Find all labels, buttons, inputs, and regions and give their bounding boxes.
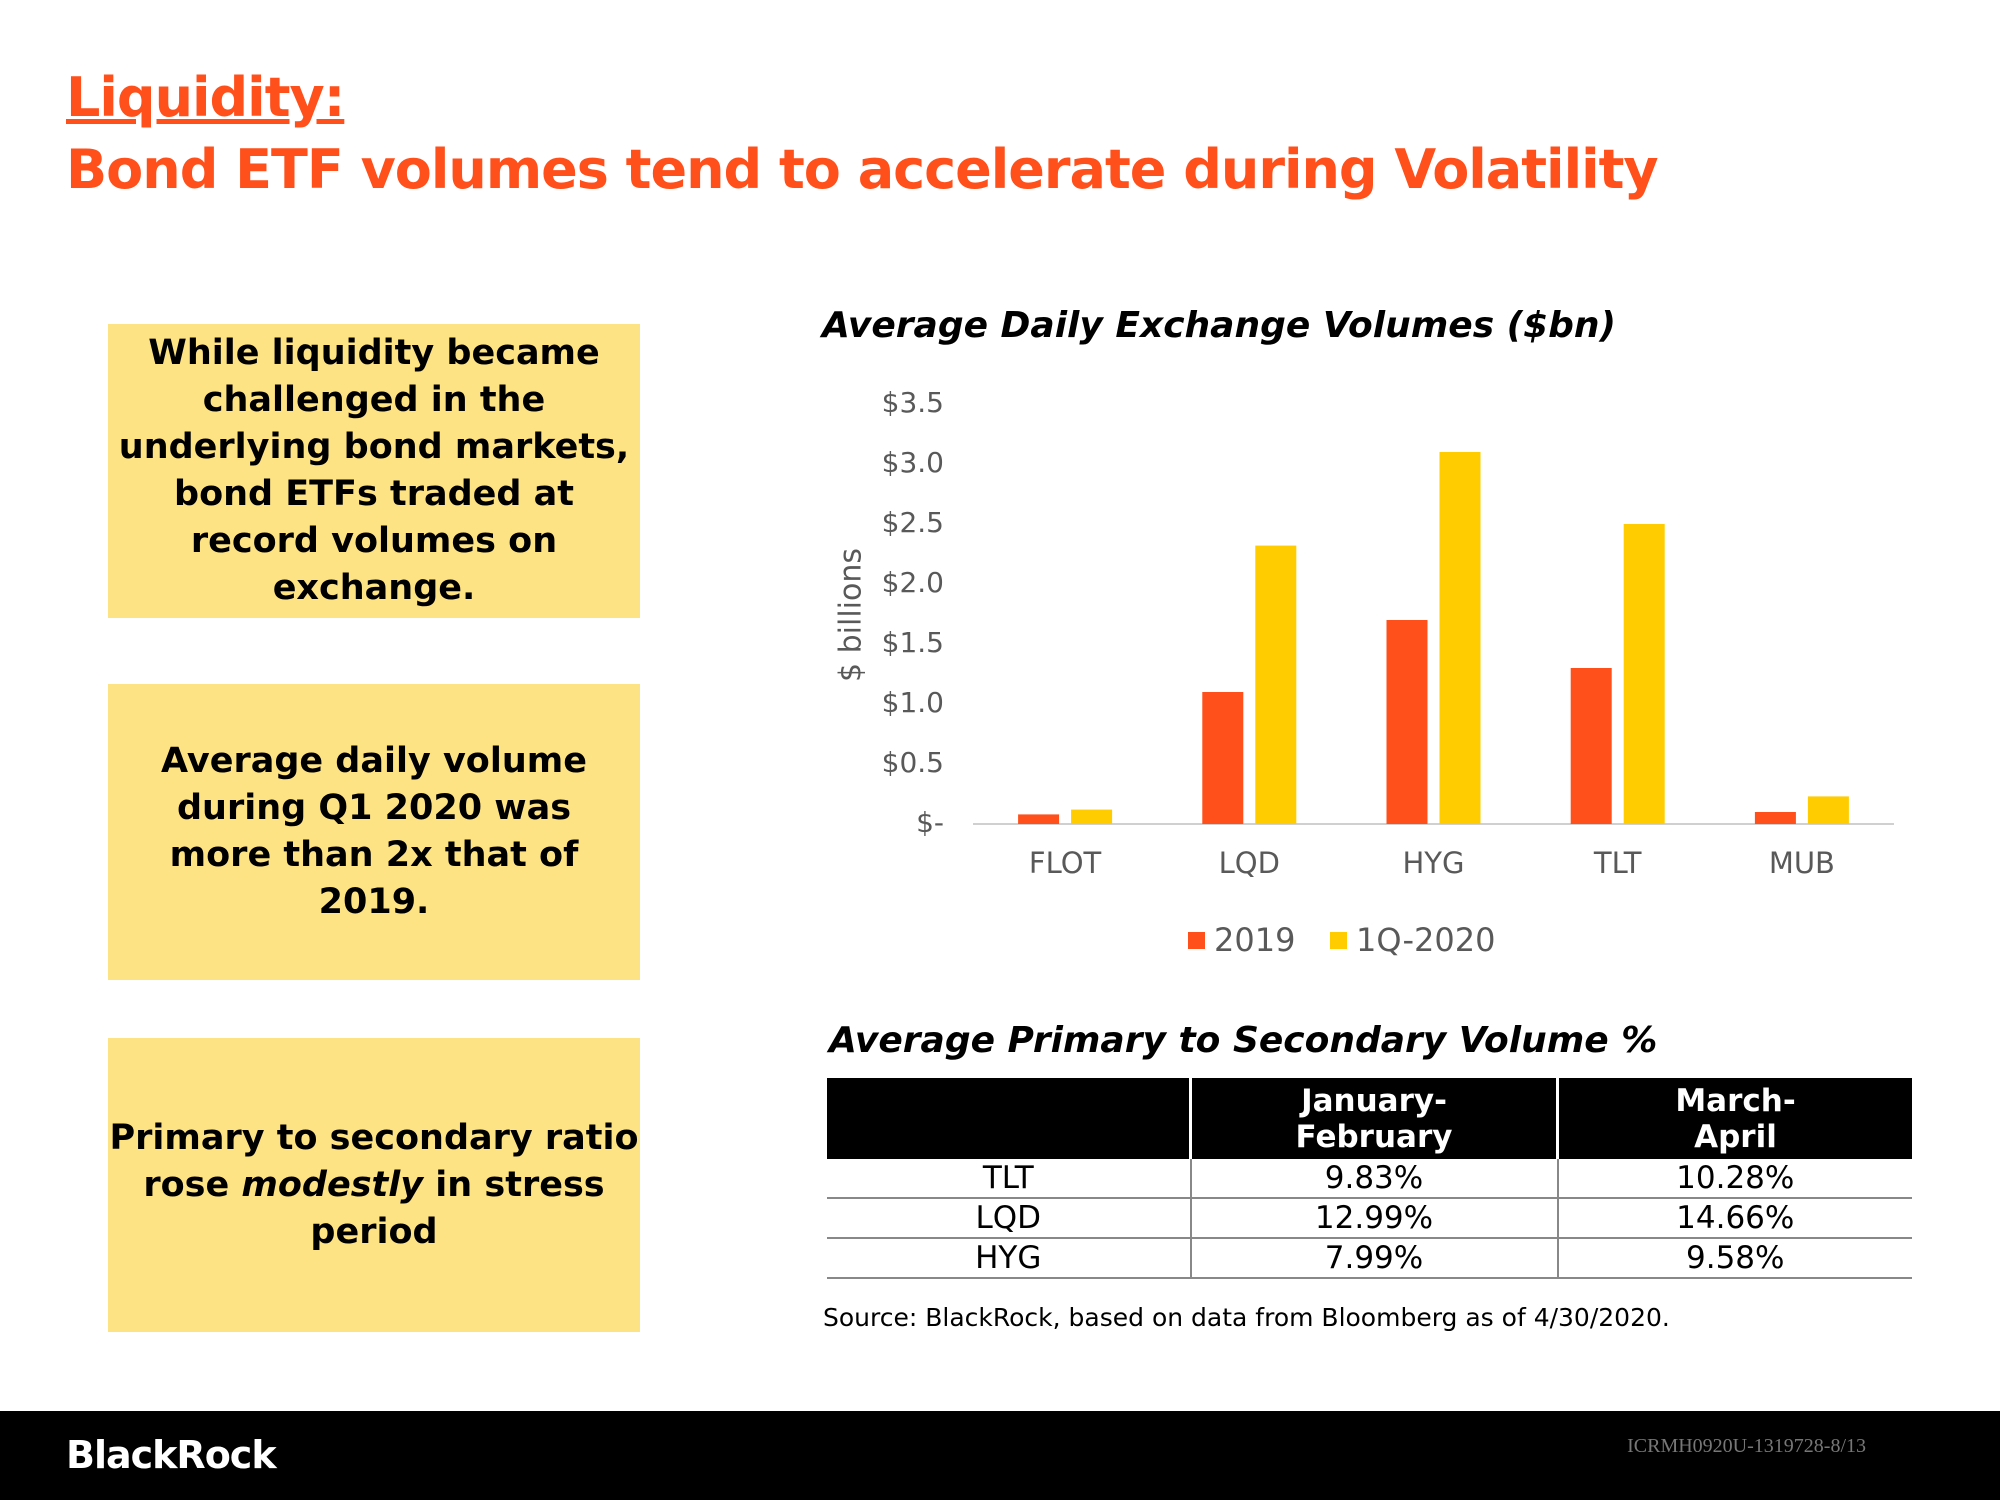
bar bbox=[1018, 814, 1060, 824]
bar bbox=[1570, 668, 1612, 824]
legend-label: 2019 bbox=[1214, 921, 1295, 959]
table-header: January-February March-April bbox=[827, 1078, 1912, 1159]
table-title: Average Primary to Secondary Volume % bbox=[829, 1020, 1658, 1061]
footer: BlackRock ICRMH0920U-1319728-8/13 bbox=[0, 1411, 2000, 1500]
cell: 12.99% bbox=[1189, 1198, 1558, 1239]
callout-text: While liquidity became challenged in the… bbox=[118, 333, 630, 608]
cell: 10.28% bbox=[1556, 1159, 1912, 1199]
y-tick-label: $0.5 bbox=[882, 746, 944, 779]
callout-text: Primary to secondary ratio rose modestly… bbox=[108, 1115, 640, 1256]
cell: HYG bbox=[827, 1238, 1191, 1279]
y-tick-label: $- bbox=[916, 806, 944, 839]
callout-text: Average daily volume during Q1 2020 was … bbox=[161, 741, 587, 922]
bar bbox=[1255, 545, 1297, 824]
header-cell: January-February bbox=[1189, 1078, 1558, 1159]
header-text: March-April bbox=[1675, 1082, 1796, 1155]
callout: Average daily volume during Q1 2020 was … bbox=[108, 684, 640, 980]
doc-code: ICRMH0920U-1319728-8/13 bbox=[1627, 1435, 1866, 1457]
legend-swatch bbox=[1188, 932, 1205, 949]
cell: LQD bbox=[827, 1198, 1191, 1239]
table-row: HYG 7.99% 9.58% bbox=[827, 1238, 1912, 1279]
callout: Primary to secondary ratio rose modestly… bbox=[108, 1038, 640, 1332]
cell: TLT bbox=[827, 1159, 1191, 1199]
chart: Average Daily Exchange Volumes ($bn) $ b… bbox=[819, 305, 1894, 959]
cell: 9.58% bbox=[1556, 1238, 1912, 1279]
y-tick-label: $1.5 bbox=[882, 626, 944, 659]
header-cell bbox=[827, 1078, 1191, 1159]
bar bbox=[1386, 620, 1428, 824]
cell: 14.66% bbox=[1556, 1198, 1912, 1239]
legend-label: 1Q-2020 bbox=[1356, 921, 1495, 959]
table-row: TLT 9.83% 10.28% bbox=[827, 1159, 1912, 1199]
y-tick-label: $2.5 bbox=[882, 506, 944, 539]
y-tick-label: $3.5 bbox=[882, 386, 944, 419]
bar bbox=[1439, 452, 1481, 824]
title-line2: Bond ETF volumes tend to accelerate duri… bbox=[66, 138, 1659, 201]
legend-swatch bbox=[1330, 932, 1347, 949]
bar bbox=[1623, 524, 1665, 824]
x-tick-label: MUB bbox=[1769, 846, 1835, 880]
table-row: LQD 12.99% 14.66% bbox=[827, 1198, 1912, 1239]
y-tick-label: $2.0 bbox=[882, 566, 944, 599]
cell: 7.99% bbox=[1189, 1238, 1558, 1279]
title-line1: Liquidity: bbox=[66, 66, 345, 129]
bar bbox=[1807, 796, 1849, 824]
y-tick-label: $3.0 bbox=[882, 446, 944, 479]
header-text: January-February bbox=[1295, 1082, 1453, 1155]
callout-text: Primary to secondary ratio rose bbox=[109, 1117, 639, 1205]
source: Source: BlackRock, based on data from Bl… bbox=[823, 1303, 1670, 1332]
y-tick-label: $1.0 bbox=[882, 686, 944, 719]
x-tick-label: LQD bbox=[1219, 846, 1280, 880]
brand: BlackRock bbox=[66, 1433, 277, 1477]
chart-title: Average Daily Exchange Volumes ($bn) bbox=[819, 305, 1616, 346]
x-tick-label: HYG bbox=[1403, 846, 1465, 880]
y-axis-label: $ billions bbox=[834, 548, 869, 682]
bar bbox=[1202, 692, 1244, 824]
table: January-February March-April TLT 9.83% 10.… bbox=[827, 1078, 1912, 1279]
callout-emphasis: modestly bbox=[241, 1164, 424, 1205]
cell: 9.83% bbox=[1189, 1159, 1558, 1199]
callout: While liquidity became challenged in the… bbox=[108, 324, 640, 618]
header-cell: March-April bbox=[1556, 1078, 1912, 1159]
bar bbox=[1754, 812, 1796, 824]
callout-text: in stress period bbox=[310, 1164, 605, 1252]
x-tick-label: TLT bbox=[1593, 846, 1642, 880]
bar bbox=[1071, 809, 1113, 824]
x-tick-label: FLOT bbox=[1029, 846, 1102, 880]
